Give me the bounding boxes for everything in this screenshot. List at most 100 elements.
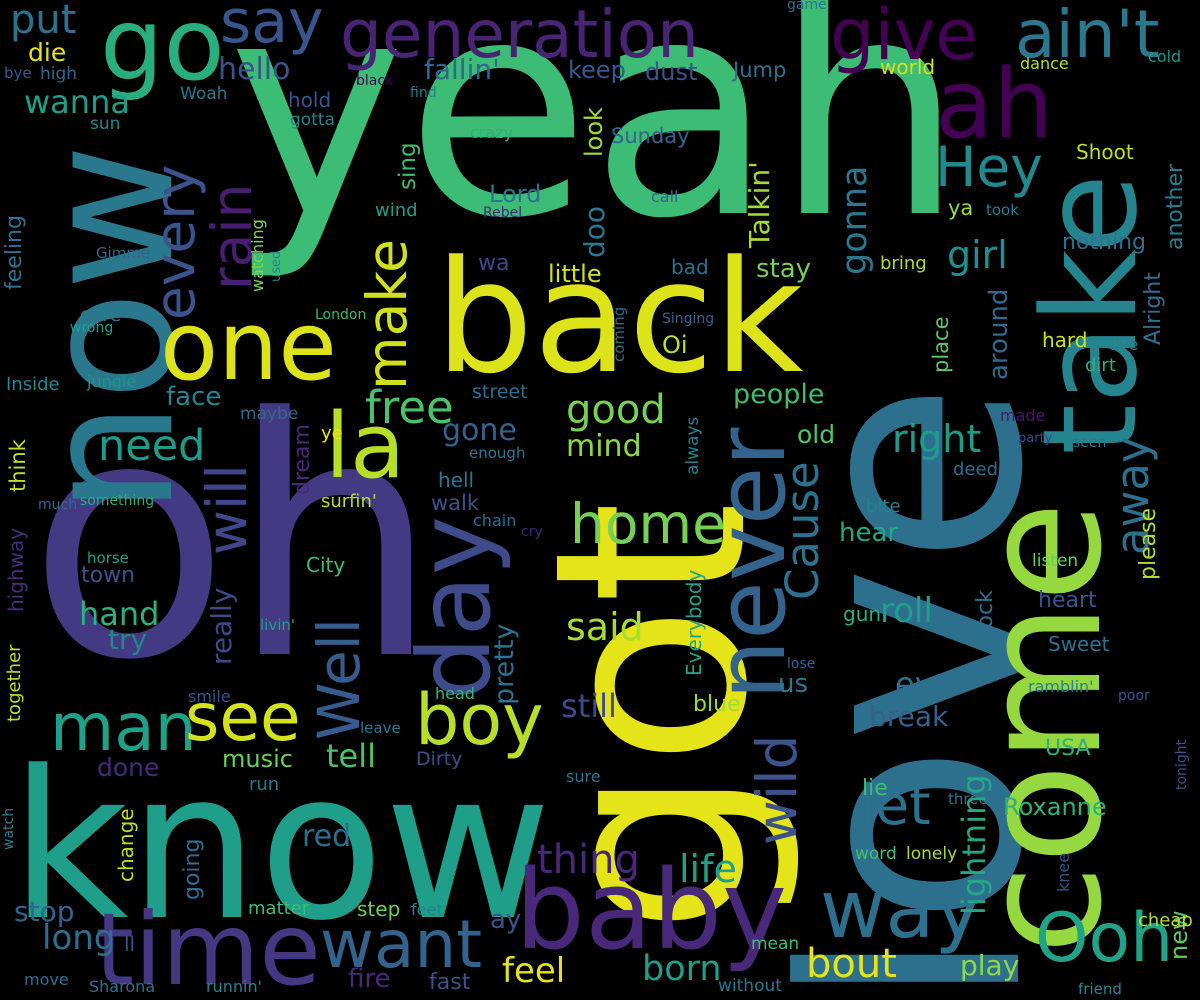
word-ain't: ain't [1015, 0, 1160, 73]
word-tell: tell [326, 737, 377, 775]
word-stop: stop [14, 895, 75, 928]
word-without: without [718, 976, 782, 996]
word-smile: smile [188, 687, 231, 706]
word-need: need [98, 421, 206, 471]
word-place: place [929, 316, 953, 374]
word-chain: chain [473, 511, 517, 530]
word-Everybody: Everybody [682, 569, 706, 676]
word-leave: leave [360, 719, 401, 737]
word-ramblin': ramblin' [1028, 677, 1094, 696]
word-really: really [205, 587, 238, 665]
word-right: right [892, 417, 982, 461]
word-stay: stay [756, 254, 812, 284]
word-girl: girl [947, 233, 1008, 277]
word-mean: mean [751, 934, 800, 954]
word-one: one [160, 292, 337, 402]
word-move: move [24, 970, 69, 989]
word-runnin': runnin' [206, 977, 262, 996]
word-Gimme: Gimme [96, 244, 151, 262]
word-dance: dance [1020, 54, 1069, 73]
word-music: music [222, 745, 293, 773]
word-la: la [325, 394, 406, 499]
word-matter: matter [248, 898, 310, 919]
word-Sharona: Sharona [89, 977, 156, 996]
word-wind: wind [375, 200, 418, 221]
word-something: something [80, 493, 155, 509]
word-wrong: wrong [70, 320, 114, 336]
word-Singing: Singing [662, 311, 715, 327]
word-pretty: pretty [489, 623, 520, 705]
word-man: man [50, 689, 197, 766]
word-dirt: dirt [1085, 355, 1116, 376]
word-gonna: gonna [835, 165, 875, 275]
word-hello: hello [218, 52, 291, 87]
word-Woah: Woah [180, 84, 228, 104]
word-feel: feel [502, 951, 566, 991]
word-die: die [28, 38, 67, 67]
word-seen: seen [1073, 435, 1107, 451]
word-free: free [365, 381, 454, 434]
word-long: long [42, 918, 116, 958]
word-street: street [472, 381, 528, 403]
word-listen: listen [1032, 551, 1079, 571]
word-mind: mind [566, 429, 642, 464]
word-sing: sing [395, 142, 421, 190]
word-Rebel: Rebel [483, 205, 523, 221]
word-Shoot: Shoot [1076, 140, 1134, 164]
word-highway: highway [4, 527, 28, 612]
word-every: every [143, 164, 207, 320]
word-thing: thing [537, 837, 640, 883]
word-around: around [984, 288, 1014, 380]
word-Ooh: Ooh [1035, 899, 1174, 978]
word-know: know [10, 728, 552, 966]
word-time: time [95, 891, 321, 1000]
word-party: party [1018, 431, 1053, 446]
word-ah: ah [935, 50, 1054, 160]
word-USA: USA [1045, 736, 1091, 761]
word-people: people [733, 379, 825, 410]
word-done: done [97, 753, 160, 782]
word-livin': livin' [260, 616, 296, 634]
word-boy: boy [415, 679, 544, 761]
word-ya: ya [948, 196, 974, 220]
word-another: another [1163, 163, 1188, 250]
word-jungle: jungle [87, 372, 137, 391]
word-feet: feet [411, 900, 443, 919]
word-doo: doo [578, 205, 611, 258]
word-old: old [797, 420, 836, 449]
word-let: let [860, 773, 931, 837]
word-Inside: Inside [6, 374, 60, 395]
word-Oi: Oi [662, 331, 688, 359]
word-home: home [570, 492, 726, 556]
word-maybe: maybe [240, 404, 299, 424]
word-City: City [306, 553, 346, 577]
word-give: give [830, 0, 979, 76]
word-together: together [4, 644, 25, 722]
word-enough: enough [469, 444, 526, 462]
word-bye: bye [4, 64, 32, 82]
word-born: born [642, 949, 722, 989]
word-three: three [948, 790, 988, 808]
word-sure: sure [566, 767, 601, 786]
word-town: town [81, 563, 136, 588]
word-Hey: Hey [935, 135, 1043, 199]
word-took: took [986, 201, 1019, 219]
word-heart: heart [1038, 588, 1097, 613]
word-find: find [410, 85, 437, 101]
word-gotta: gotta [290, 110, 335, 130]
word-say: say [220, 0, 324, 57]
word-Lord: Lord [489, 180, 542, 208]
word-break: break [869, 700, 949, 733]
word-dream: dream [290, 424, 315, 495]
word-wa: wa [478, 251, 510, 276]
word-sun: sun [90, 114, 121, 134]
word-life: life [679, 847, 737, 891]
word-Cause: Cause [776, 461, 829, 600]
word-roll: roll [880, 591, 933, 631]
word-lose: lose [787, 656, 816, 672]
word-go: go [100, 0, 225, 103]
word-way: way [820, 863, 982, 956]
word-eye: eye [895, 665, 954, 703]
word-game: game [787, 0, 827, 13]
word-see: see [185, 679, 301, 756]
